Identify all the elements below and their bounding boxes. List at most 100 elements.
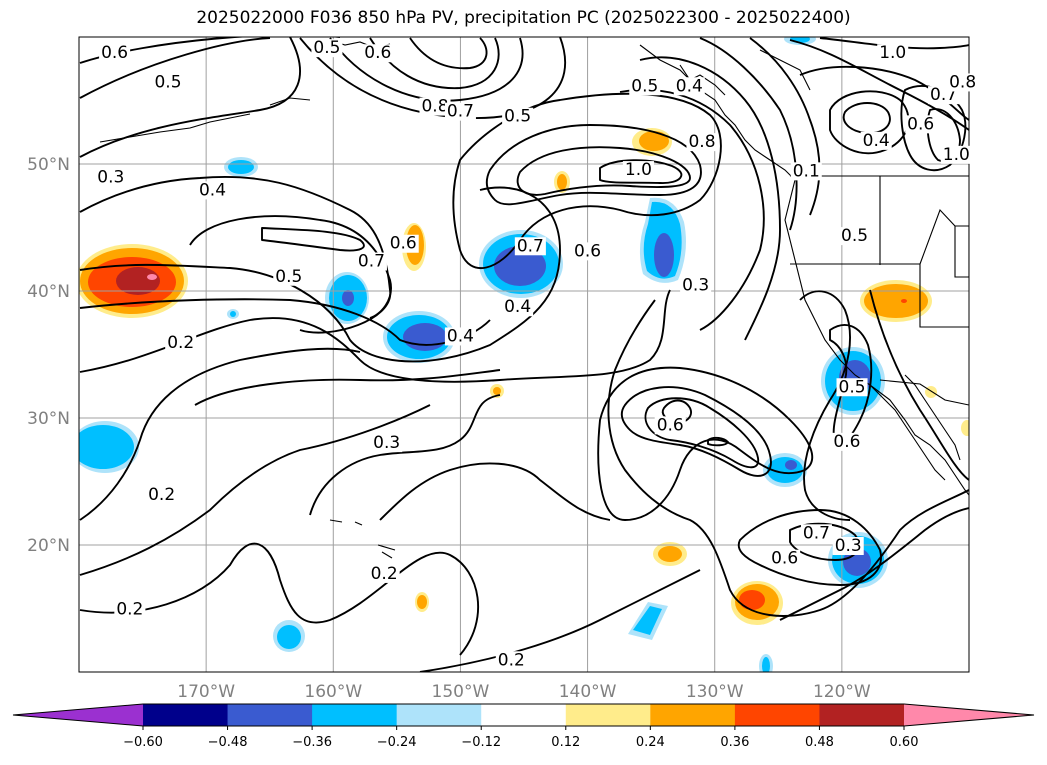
lon-tick-label: 170°W	[177, 682, 235, 702]
contour-line	[409, 37, 488, 70]
contour-line	[329, 37, 524, 102]
colorbar: −0.60 −0.48 −0.36 −0.24 −0.12 0.12 0.24 0.36 0.4…	[12, 703, 1035, 750]
contour-label: 0.7	[447, 102, 474, 122]
colorbar-bin	[227, 704, 313, 726]
contour-label: 0.2	[371, 564, 398, 584]
colorbar-bin	[819, 704, 905, 726]
contour-line	[699, 37, 798, 231]
contour-label: 0.8	[688, 132, 715, 152]
contour-label: 0.5	[504, 107, 531, 127]
contour-line	[789, 39, 969, 131]
contour-label: 0.6	[574, 241, 601, 261]
contour-line	[869, 289, 969, 481]
colorbar-tick-label: −0.36	[292, 735, 332, 750]
contour-label-halo	[860, 131, 892, 150]
colorbar-extend-low	[13, 704, 143, 726]
contour-label: 0.6	[833, 432, 860, 452]
colorbar-tick-label: −0.24	[377, 735, 417, 750]
colorbar-bin	[396, 704, 482, 726]
contour-label-halo	[502, 107, 534, 126]
contour-label: 0.7	[358, 252, 385, 272]
contour-line	[79, 404, 431, 576]
contour-label: 0.2	[167, 333, 194, 353]
precip-blob-west-positive	[79, 244, 188, 318]
precip-blob-negative-h	[79, 421, 139, 473]
contour-line	[79, 298, 491, 346]
contour-label-halo	[832, 537, 864, 555]
contour-label: 0.3	[835, 536, 862, 556]
colorbar-tick-label: 0.12	[551, 735, 580, 750]
contour-line	[369, 37, 500, 89]
coastline-pacific-northwest	[639, 44, 969, 496]
contour-label: 0.7	[803, 523, 830, 543]
contour-line	[599, 159, 683, 184]
colorbar-tick-label: −0.48	[208, 735, 248, 750]
precip-blob-positive-g	[731, 581, 783, 625]
contour-label: 0.5	[839, 377, 866, 397]
contour-label-halo	[444, 102, 476, 121]
contour-label-halo	[114, 600, 146, 619]
contour-label-halo	[877, 44, 909, 63]
precip-blob-negative-e	[639, 197, 686, 283]
precip-blob-negative-f	[227, 309, 239, 319]
contour-label-halo	[355, 252, 387, 271]
coastline-alaska-b	[269, 97, 311, 106]
coastline-baja	[869, 384, 946, 481]
colorbar-tick-label: −0.60	[123, 735, 163, 750]
colorbar-tick-label: 0.60	[890, 735, 919, 750]
contour-label-halo	[629, 77, 661, 96]
precip-blob-negative-a	[224, 157, 258, 177]
coastline-aleutians	[99, 113, 251, 143]
contour-label-halo	[800, 524, 832, 543]
contour-label-halo	[940, 145, 972, 164]
contour-label: 1.0	[625, 160, 652, 180]
contour-label: 0.6	[771, 549, 798, 569]
contour-label: 0.7	[517, 236, 544, 256]
colorbar-extend-high	[904, 704, 1034, 726]
contour-label-halo	[419, 97, 451, 116]
contour-line	[819, 37, 969, 50]
precip-blob-positive-f	[653, 542, 687, 566]
contour-label-halo	[146, 486, 178, 505]
contour-label: 0.5	[313, 38, 340, 58]
border-state-d	[919, 208, 956, 265]
contour-label-halo	[905, 115, 937, 134]
contour-label-halo	[99, 44, 131, 63]
contour-label: 0.2	[498, 650, 525, 670]
map-background	[79, 37, 969, 672]
coastline-hawaii-b	[381, 551, 393, 559]
contour-line	[79, 186, 561, 363]
contour-line	[194, 369, 501, 406]
precip-blob-positive-h	[415, 592, 429, 612]
contour-label-halo	[654, 416, 686, 435]
coastline-inland	[904, 374, 961, 461]
contour-label-halo	[673, 77, 705, 96]
contour-line	[485, 124, 702, 206]
colorbar-bin	[481, 704, 567, 726]
contour-label: 0.4	[676, 76, 703, 96]
contour-label: 0.4	[199, 180, 226, 200]
precip-blob-negative-i	[763, 453, 807, 487]
contour-label-halo	[839, 227, 871, 246]
contour-label: 0.1	[793, 161, 820, 181]
longitude-labels: 170°W 160°W 150°W 140°W 130°W 120°W	[177, 682, 871, 702]
contour-line	[644, 397, 760, 469]
contour-label: 0.4	[863, 131, 890, 151]
precip-blob-negative-k	[628, 602, 668, 640]
contour-label-halo	[152, 73, 184, 92]
contour-line	[261, 227, 365, 252]
lon-tick-label: 160°W	[304, 682, 362, 702]
contour-label-halo	[95, 168, 127, 187]
contour-label-halo	[790, 162, 822, 181]
contour-label-halo	[836, 378, 868, 397]
contour-line	[799, 65, 969, 121]
precip-blob-negative-c	[383, 311, 455, 363]
contour-line	[707, 436, 729, 447]
contour-label: 0.3	[682, 276, 709, 296]
colorbar-bin	[312, 704, 398, 726]
contour-label-halo	[311, 39, 343, 58]
contour-line	[516, 146, 691, 196]
contour-line	[79, 347, 361, 521]
contour-line	[607, 299, 969, 617]
map-frame	[78, 36, 970, 673]
